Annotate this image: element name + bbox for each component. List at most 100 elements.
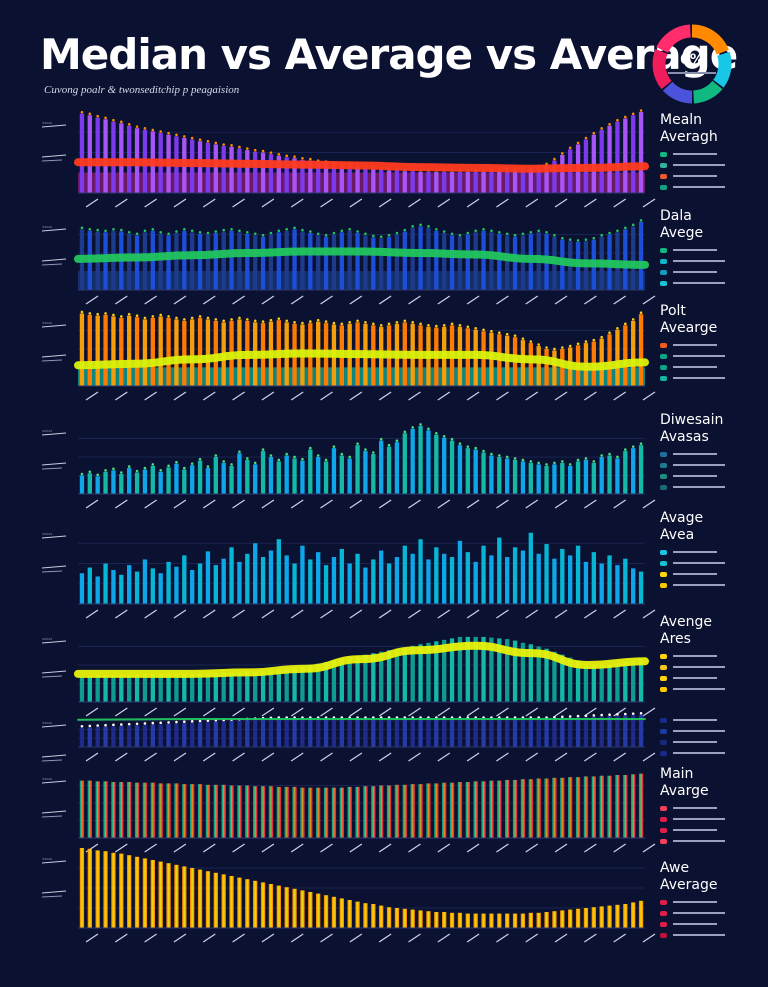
- bar: [560, 910, 565, 928]
- bar-dot: [167, 232, 170, 236]
- donut-chart: 0%: [650, 22, 734, 106]
- x-tick-label: [261, 609, 275, 619]
- y-tick-mark: [41, 675, 63, 678]
- bar: [79, 727, 85, 747]
- legend-swatch: [660, 259, 667, 264]
- bar-dot: [584, 714, 588, 718]
- bar: [442, 719, 447, 747]
- bar-dot: [458, 233, 462, 237]
- bar: [552, 777, 557, 838]
- bar-dot: [104, 312, 107, 315]
- bar-dot: [616, 713, 619, 716]
- bar: [95, 315, 100, 386]
- legend-title-line: Polt: [660, 303, 686, 319]
- bar: [418, 425, 423, 494]
- bar: [221, 672, 226, 702]
- bar: [402, 545, 407, 604]
- x-tick-label: [496, 198, 509, 208]
- bar: [497, 171, 502, 193]
- bar: [316, 552, 321, 604]
- bar: [363, 567, 368, 604]
- bar-dot: [120, 315, 123, 318]
- bar-dot: [624, 448, 627, 451]
- legend-title-line: Average: [660, 877, 718, 893]
- bar: [386, 446, 392, 494]
- y-tick-mark: [41, 432, 67, 436]
- x-tick-label: [466, 391, 480, 401]
- bar: [276, 669, 281, 702]
- x-tick-label: [85, 933, 99, 943]
- bar: [599, 457, 604, 494]
- bar-dot: [96, 228, 99, 232]
- bar-dot: [127, 465, 131, 468]
- legend-entry-text: [673, 486, 725, 488]
- bar-dot: [324, 233, 328, 237]
- bar: [253, 671, 258, 702]
- bar: [150, 724, 155, 747]
- y-tick-mark: [41, 640, 67, 644]
- legend-entry-text: [673, 741, 717, 743]
- x-tick-label: [173, 609, 187, 619]
- bar: [473, 449, 478, 494]
- legend-swatch: [660, 561, 667, 566]
- y-tick-mark: [41, 815, 63, 818]
- bar-dot: [608, 713, 611, 716]
- bar: [607, 455, 612, 494]
- bar-dot: [608, 331, 611, 335]
- x-tick-label: [642, 752, 656, 762]
- bar: [631, 568, 636, 604]
- legend-swatch: [660, 806, 667, 811]
- bar: [339, 659, 344, 702]
- x-tick-label: [173, 198, 187, 208]
- bar-dot: [104, 229, 107, 233]
- bar: [473, 561, 478, 604]
- bar: [528, 462, 533, 494]
- bar-dot: [639, 109, 643, 112]
- bar-dot: [269, 231, 273, 235]
- bar: [87, 727, 92, 747]
- bar: [386, 719, 392, 747]
- bar: [505, 719, 510, 747]
- bar: [166, 863, 171, 928]
- bar-dot: [474, 446, 477, 450]
- bar-dot: [513, 233, 517, 237]
- legend-swatch: [660, 687, 667, 692]
- bar-dot: [631, 445, 635, 448]
- donut-segment: [662, 81, 693, 104]
- x-tick-label: [173, 752, 187, 762]
- bar-dot: [127, 312, 131, 316]
- bar: [520, 719, 526, 747]
- bar-dot: [403, 319, 407, 323]
- bar-dot: [442, 434, 446, 438]
- x-tick-label: [408, 707, 421, 717]
- bar: [134, 782, 140, 838]
- bar: [142, 559, 148, 604]
- bar: [292, 719, 297, 747]
- y-tick-label: ·····: [42, 119, 52, 128]
- x-tick-label: [261, 295, 275, 305]
- bar-dot: [324, 458, 328, 462]
- bar: [402, 171, 407, 193]
- bar-dot: [206, 139, 210, 143]
- bar: [229, 672, 234, 702]
- bar-dot: [529, 230, 533, 234]
- bar: [150, 465, 155, 494]
- y-tick-mark: [41, 754, 67, 758]
- bar: [379, 440, 384, 494]
- bar: [410, 553, 415, 604]
- chart-panel-1: ·····: [41, 109, 656, 208]
- bar: [174, 566, 179, 604]
- bar: [111, 675, 116, 702]
- legend-entry-text: [673, 271, 717, 273]
- x-tick-label: [144, 752, 157, 762]
- bar: [79, 780, 85, 838]
- bar: [544, 912, 549, 928]
- bar-dot: [214, 454, 218, 457]
- bar: [394, 557, 400, 604]
- x-tick-label: [202, 752, 216, 762]
- bar: [552, 350, 557, 386]
- bar: [568, 465, 573, 494]
- bar: [197, 233, 203, 290]
- bar: [182, 784, 187, 838]
- bar: [638, 112, 644, 193]
